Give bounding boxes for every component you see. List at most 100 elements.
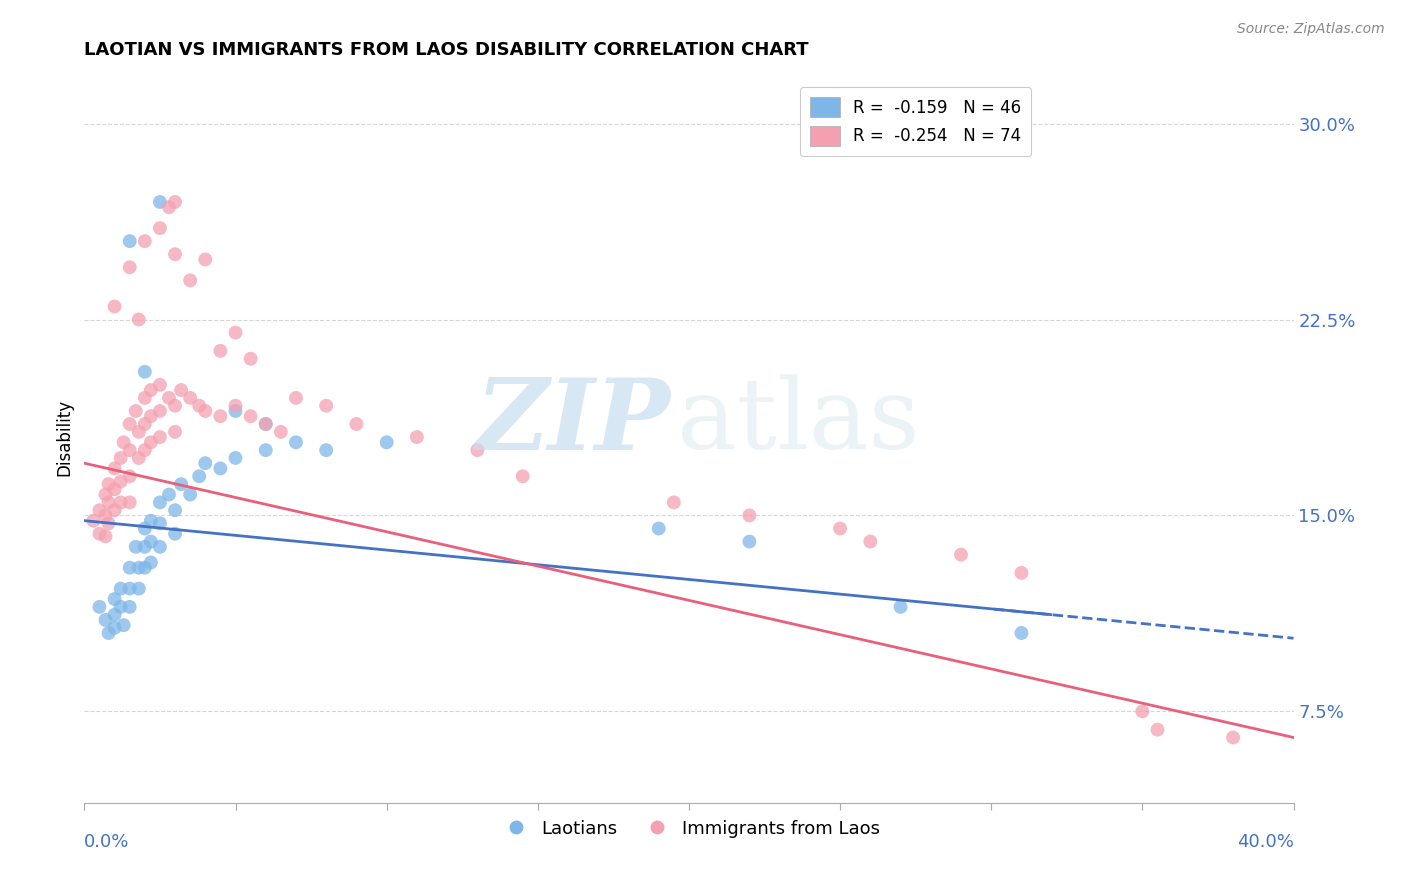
Point [738, 534, 761, 549]
Point [94, 508, 117, 523]
Point [225, 326, 247, 340]
Point [89, 503, 111, 517]
Point [118, 560, 141, 574]
Point [89, 526, 111, 541]
Point [194, 252, 217, 267]
Point [89, 599, 111, 614]
Point [149, 430, 172, 444]
Point [165, 399, 187, 413]
Point [1222, 731, 1244, 745]
Point [139, 409, 162, 424]
Point [134, 521, 156, 535]
Point [254, 417, 277, 431]
Point [94, 529, 117, 543]
Point [890, 599, 912, 614]
Point [128, 582, 150, 596]
Point [125, 404, 148, 418]
Point [104, 592, 127, 607]
Point [179, 487, 201, 501]
Point [134, 540, 156, 554]
Point [112, 618, 135, 632]
Point [110, 599, 132, 614]
Point [254, 417, 277, 431]
Point [104, 607, 127, 622]
Point [110, 582, 132, 596]
Point [104, 621, 127, 635]
Point [82, 514, 104, 528]
Point [139, 514, 162, 528]
Point [346, 417, 368, 431]
Legend: Laotians, Immigrants from Laos: Laotians, Immigrants from Laos [491, 813, 887, 845]
Point [118, 469, 141, 483]
Point [139, 435, 162, 450]
Text: atlas: atlas [676, 375, 920, 470]
Point [134, 417, 156, 431]
Point [512, 469, 534, 483]
Point [118, 260, 141, 275]
Point [165, 425, 187, 439]
Point [467, 443, 489, 458]
Point [239, 409, 262, 424]
Point [165, 247, 187, 261]
Point [128, 425, 150, 439]
Point [1130, 705, 1153, 719]
Point [950, 548, 973, 562]
Point [285, 391, 308, 405]
Point [406, 430, 429, 444]
Point [94, 487, 117, 501]
Point [112, 435, 135, 450]
Point [859, 534, 882, 549]
Point [110, 450, 132, 465]
Point [128, 312, 150, 326]
Point [170, 477, 193, 491]
Point [188, 469, 211, 483]
Point [118, 443, 141, 458]
Point [315, 443, 337, 458]
Point [270, 425, 292, 439]
Point [1146, 723, 1168, 737]
Point [97, 477, 120, 491]
Point [648, 521, 671, 535]
Text: 0.0%: 0.0% [84, 833, 129, 851]
Point [149, 404, 172, 418]
Point [97, 495, 120, 509]
Point [157, 200, 180, 214]
Point [134, 560, 156, 574]
Point [194, 404, 217, 418]
Text: LAOTIAN VS IMMIGRANTS FROM LAOS DISABILITY CORRELATION CHART: LAOTIAN VS IMMIGRANTS FROM LAOS DISABILI… [84, 41, 808, 59]
Point [149, 540, 172, 554]
Point [179, 273, 201, 287]
Y-axis label: Disability: Disability [55, 399, 73, 475]
Point [225, 404, 247, 418]
Point [149, 194, 172, 209]
Point [149, 495, 172, 509]
Point [375, 435, 398, 450]
Point [139, 383, 162, 397]
Point [128, 560, 150, 574]
Point [188, 399, 211, 413]
Point [149, 221, 172, 235]
Point [134, 365, 156, 379]
Point [165, 503, 187, 517]
Point [239, 351, 262, 366]
Text: ZIP: ZIP [475, 375, 671, 471]
Text: 40.0%: 40.0% [1237, 833, 1294, 851]
Point [125, 540, 148, 554]
Point [225, 399, 247, 413]
Point [165, 194, 187, 209]
Point [118, 599, 141, 614]
Point [118, 234, 141, 248]
Point [104, 503, 127, 517]
Point [194, 456, 217, 470]
Point [830, 521, 852, 535]
Point [225, 450, 247, 465]
Point [110, 475, 132, 489]
Point [209, 461, 232, 475]
Point [1011, 566, 1033, 580]
Point [97, 626, 120, 640]
Point [254, 443, 277, 458]
Point [134, 391, 156, 405]
Point [149, 516, 172, 531]
Point [157, 487, 180, 501]
Point [134, 234, 156, 248]
